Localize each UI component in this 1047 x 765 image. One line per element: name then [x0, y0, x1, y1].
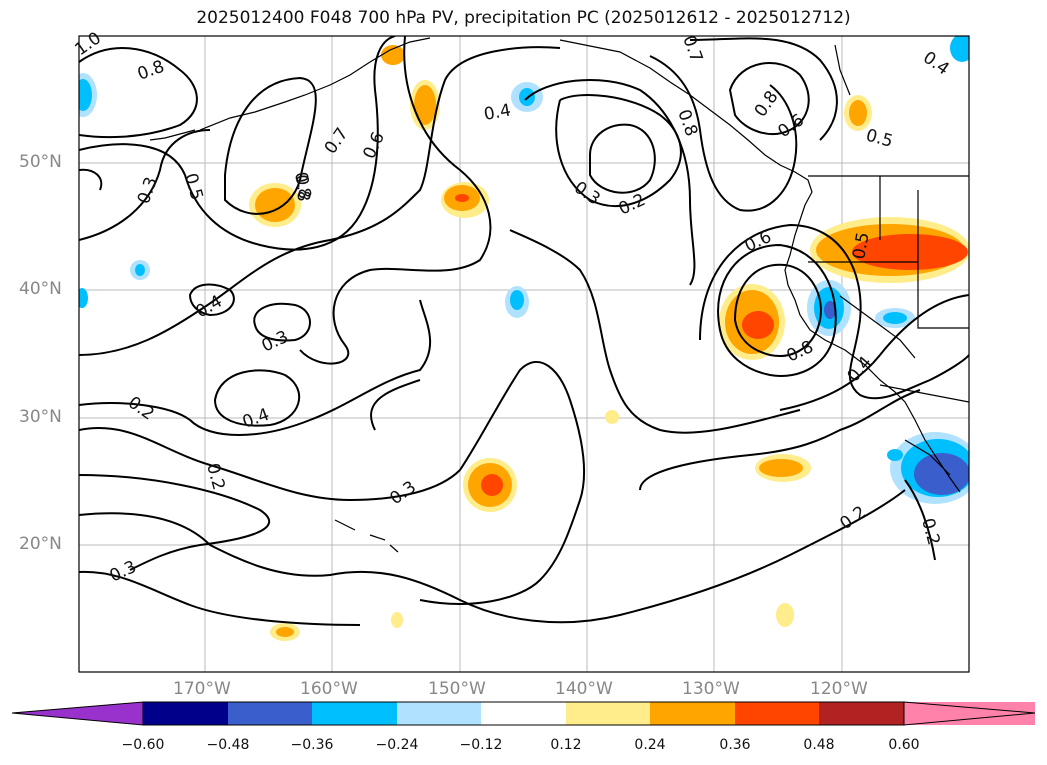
colorbar-tick-label: −0.36: [290, 737, 334, 753]
lat-label-30n: 30°N: [19, 407, 62, 427]
colorbar-segment: [228, 702, 312, 725]
lat-label-50n: 50°N: [19, 152, 62, 172]
colorbar-tick-label: −0.12: [459, 737, 503, 753]
precip-blob: [381, 45, 405, 65]
contour-label: 0.8: [135, 57, 167, 85]
colorbar-segment: [819, 702, 904, 725]
precip-blob: [887, 449, 903, 461]
colorbar-segment: [397, 702, 481, 725]
precip-blob: [824, 301, 836, 319]
precip-blob: [883, 312, 907, 324]
colorbar-tick-label: −0.24: [375, 737, 419, 753]
lon-label-120w: 120°W: [810, 679, 868, 699]
contour-label: 0.6: [774, 110, 808, 142]
contour-label: 0.5: [849, 231, 873, 261]
colorbar-tick-label: 0.48: [803, 737, 835, 753]
colorbar-segment: [481, 702, 566, 725]
lat-label-20n: 20°N: [19, 534, 62, 554]
gridlines: [79, 36, 969, 672]
lat-label-40n: 40°N: [19, 279, 62, 299]
coastlines: [149, 37, 969, 553]
contour-label: 0.2: [124, 393, 158, 425]
contour-label: 1.0: [71, 28, 105, 60]
lon-label-140w: 140°W: [555, 679, 613, 699]
precip-negative: [79, 36, 969, 504]
map-title: 2025012400 F048 700 hPa PV, precipitatio…: [196, 8, 851, 28]
precip-blob: [914, 453, 969, 495]
precip-blob: [852, 234, 968, 270]
precip-blob: [510, 290, 524, 310]
contour-label: 0.3: [259, 327, 292, 357]
contour-label: 0.8: [290, 170, 314, 200]
colorbar-extend-min: [11, 701, 144, 726]
colorbar-segment: [650, 702, 735, 725]
contour-label: 0.6: [359, 129, 389, 162]
lon-label-160w: 160°W: [300, 679, 358, 699]
precip-blob: [605, 410, 619, 424]
precip-positive: [249, 45, 969, 641]
lon-label-150w: 150°W: [428, 679, 486, 699]
contour-label: 0.6: [742, 227, 775, 257]
precip-blob: [455, 194, 469, 202]
precip-blob: [135, 264, 145, 276]
contour-label: 0.7: [321, 124, 353, 158]
contour-label: 0.3: [570, 178, 604, 210]
precip-blob: [79, 288, 88, 308]
colorbar-segment: [312, 702, 397, 725]
precip-blob: [759, 459, 803, 477]
colorbar-segment: [735, 702, 819, 725]
colorbar-tick-label: 0.60: [888, 737, 920, 753]
precip-blob: [414, 85, 436, 125]
precip-blob: [79, 79, 92, 111]
lon-label-130w: 130°W: [682, 679, 740, 699]
colorbar-frame: [142, 701, 905, 726]
precip-blob: [742, 311, 774, 339]
precip-blob: [255, 188, 295, 222]
contour-label: 0.5: [864, 126, 895, 152]
contour-label: 0.4: [482, 101, 512, 125]
contour-label: 0.3: [386, 477, 420, 509]
precip-blob: [849, 100, 867, 126]
precip-blob: [391, 612, 403, 628]
map-frame: [78, 35, 970, 673]
contour-label: 0.8: [784, 337, 817, 367]
pv-contours: [79, 36, 969, 626]
contour-label: 0.2: [202, 461, 228, 492]
precip-blob: [950, 36, 969, 62]
lon-label-170w: 170°W: [173, 679, 231, 699]
colorbar-tick-label: 0.12: [550, 737, 582, 753]
precip-blob: [481, 474, 503, 496]
colorbar-tick-label: 0.24: [634, 737, 666, 753]
colorbar-segment: [566, 702, 650, 725]
contour-label: 0.7: [678, 33, 706, 65]
colorbar-tick-label: 0.36: [719, 737, 751, 753]
contour-label: 0.4: [919, 48, 953, 80]
colorbar-segment: [143, 702, 228, 725]
contour-label: 0.4: [844, 353, 877, 387]
colorbar-tick-label: −0.48: [206, 737, 250, 753]
contour-label: 0.2: [917, 516, 943, 547]
contour-label: 0.4: [240, 405, 272, 433]
contour-label: 0.2: [616, 190, 649, 220]
precip-blob: [276, 627, 294, 637]
precip-blob: [776, 603, 794, 627]
contour-label: 0.5: [180, 171, 206, 202]
colorbar: [11, 701, 1036, 726]
colorbar-tick-label: −0.60: [121, 737, 165, 753]
contour-label: 0.8: [291, 174, 313, 203]
